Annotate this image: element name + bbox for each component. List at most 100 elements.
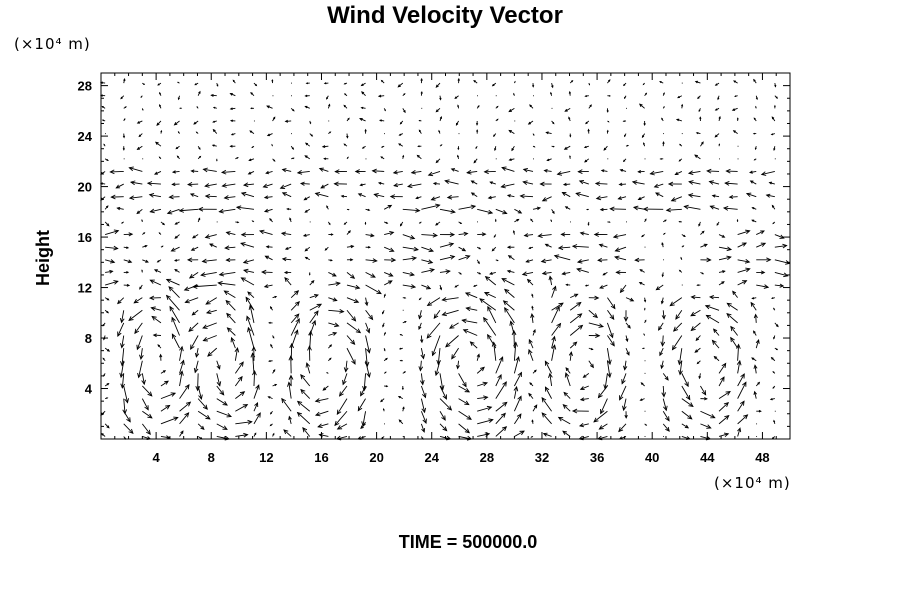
wind-vector-shaft — [712, 195, 720, 198]
wind-vector-shaft — [421, 246, 434, 252]
wind-vector — [418, 119, 422, 122]
wind-vector-head — [389, 247, 395, 252]
wind-vector — [694, 80, 701, 84]
wind-vector-head — [128, 316, 134, 322]
wind-vector-head — [663, 405, 668, 412]
wind-vector-shaft — [695, 335, 701, 341]
wind-vector — [160, 416, 179, 425]
wind-vector-head — [269, 424, 272, 427]
wind-vector-head — [421, 392, 427, 399]
wind-vector — [333, 181, 347, 187]
wind-vector — [513, 80, 516, 84]
wind-vector — [250, 107, 254, 110]
wind-vector — [700, 397, 708, 401]
wind-vector — [607, 335, 615, 347]
wind-vector-head — [706, 168, 712, 174]
wind-vector-head — [307, 345, 312, 351]
wind-vector — [343, 104, 348, 109]
wind-vector — [513, 92, 515, 96]
wind-vector — [326, 372, 329, 374]
wind-vector-shaft — [346, 284, 360, 289]
wind-vector — [709, 205, 720, 210]
wind-vector-shaft — [718, 415, 730, 425]
wind-vector — [252, 370, 257, 387]
wind-vector-shaft — [625, 347, 630, 356]
wind-vector-head — [726, 312, 732, 318]
wind-vector-shaft — [247, 327, 255, 349]
wind-vector-head — [151, 315, 157, 321]
wind-vector — [216, 423, 228, 430]
wind-vector — [487, 305, 497, 324]
wind-vector-head — [585, 121, 588, 125]
wind-vector-head — [627, 324, 631, 329]
wind-vector-head — [123, 118, 126, 120]
wind-vector-head — [142, 109, 144, 111]
wind-vector-head — [473, 284, 476, 287]
wind-vector-head — [239, 391, 246, 396]
wind-vector-head — [606, 129, 609, 133]
wind-vector-head — [365, 328, 371, 334]
wind-vector — [464, 292, 478, 299]
wind-vector-head — [770, 297, 774, 300]
wind-vector-head — [544, 243, 549, 247]
wind-vector-shaft — [123, 259, 132, 263]
wind-vector-shaft — [426, 322, 441, 339]
wind-vector-shaft — [606, 360, 611, 378]
wind-vector-shaft — [632, 181, 645, 185]
wind-vector-shaft — [675, 310, 683, 320]
wind-vector-shaft — [360, 423, 366, 429]
wind-vector — [669, 297, 683, 307]
wind-vector — [577, 169, 589, 174]
wind-vector — [128, 195, 143, 201]
wind-vector — [346, 347, 356, 365]
wind-vector-head — [202, 337, 208, 342]
wind-vector-head — [419, 380, 425, 386]
wind-vector — [450, 168, 459, 172]
wind-vector-head — [572, 341, 578, 347]
wind-vector — [683, 204, 701, 210]
wind-vector-head — [200, 272, 206, 277]
wind-vector-head — [159, 91, 162, 95]
wind-vector — [117, 297, 125, 305]
wind-vector — [435, 158, 441, 164]
wind-vector-head — [732, 290, 737, 295]
wind-vector-shaft — [522, 271, 534, 275]
wind-vector-head — [292, 157, 295, 160]
wind-vector-shaft — [526, 259, 534, 263]
wind-vector — [641, 347, 645, 350]
wind-vector-shaft — [253, 402, 258, 412]
wind-vector-shaft — [225, 300, 236, 311]
y-tick-label: 8 — [85, 331, 92, 346]
wind-vector-head — [561, 191, 567, 196]
wind-vector — [458, 204, 477, 210]
wind-vector — [694, 154, 701, 160]
x-tick-label: 16 — [314, 450, 328, 465]
wind-vector-head — [229, 93, 233, 96]
wind-vector-head — [657, 326, 663, 331]
wind-vector-shaft — [595, 183, 608, 185]
wind-vector-head — [579, 397, 585, 402]
wind-vector-head — [308, 273, 311, 276]
wind-vector — [508, 129, 515, 134]
wind-vector — [328, 322, 340, 328]
wind-vector — [229, 93, 236, 97]
wind-vector-shaft — [433, 310, 441, 319]
wind-vector — [541, 397, 552, 412]
y-tick-label: 24 — [78, 129, 93, 144]
wind-vector-shaft — [659, 347, 664, 356]
wind-vector-shaft — [563, 183, 571, 186]
wind-vector — [392, 170, 403, 175]
wind-vector — [571, 244, 589, 249]
wind-vector — [551, 344, 557, 361]
wind-vector — [290, 108, 295, 112]
wind-vector — [188, 272, 199, 279]
wind-vector-head — [714, 83, 718, 86]
wind-vector — [495, 259, 499, 262]
wind-vector — [751, 219, 757, 223]
wind-vector-shaft — [569, 302, 582, 311]
wind-vector-head — [577, 313, 583, 319]
wind-vector-shaft — [662, 335, 664, 346]
wind-vector — [122, 133, 126, 139]
wind-vector-shaft — [320, 183, 329, 189]
wind-vector-head — [537, 233, 543, 238]
